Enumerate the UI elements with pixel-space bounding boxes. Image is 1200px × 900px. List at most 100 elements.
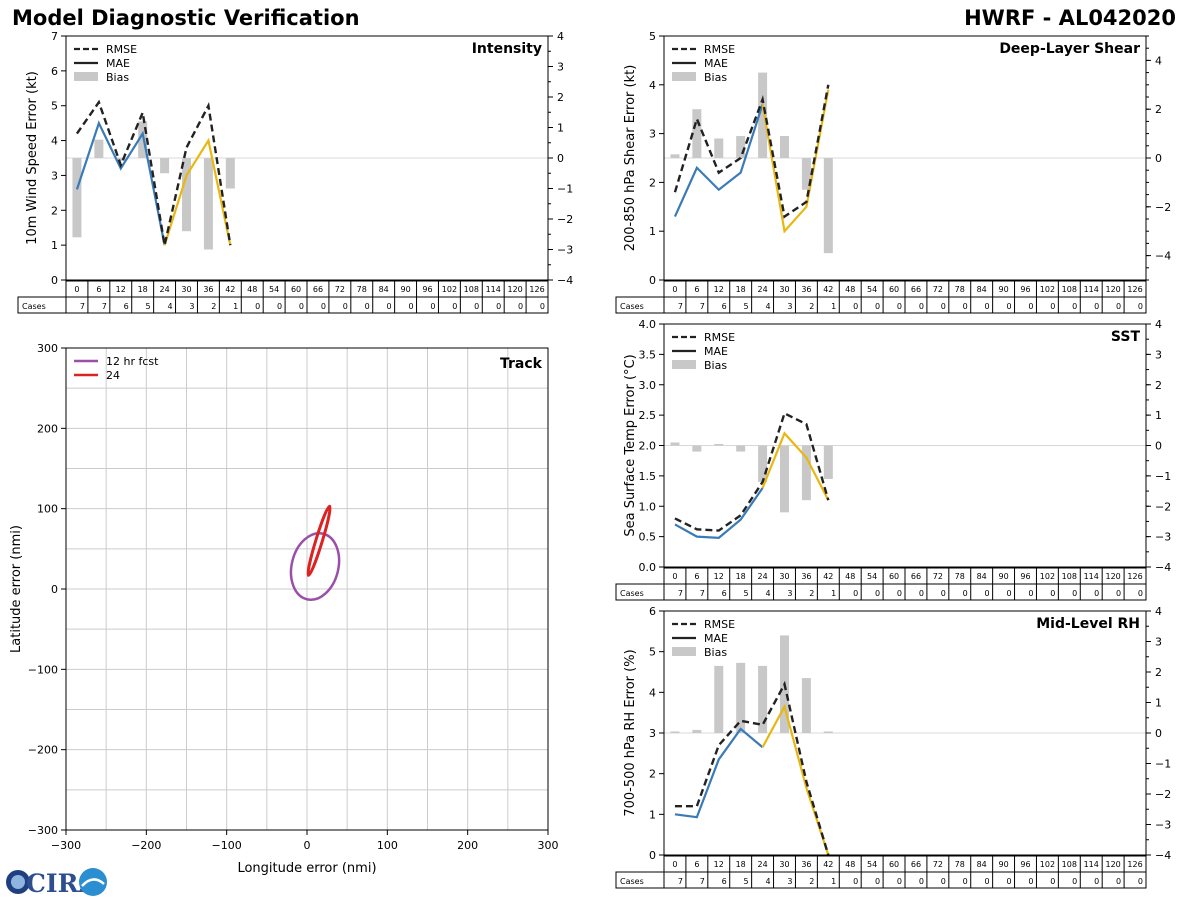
sst-ylabel: Sea Surface Temp Error (°C) — [623, 354, 638, 536]
shear-hour-label: 30 — [779, 285, 789, 294]
sst-case-count: 7 — [678, 589, 683, 598]
rh-cases-row — [615, 871, 1147, 889]
rh-hour-label: 24 — [757, 860, 767, 869]
intensity-legend-bias: Bias — [106, 71, 129, 84]
shear-legend-bias-swatch — [672, 72, 696, 81]
intensity-y2tick-label: 3 — [557, 61, 564, 74]
sst-ytick-label: 3.5 — [639, 348, 657, 361]
rh-hour-label: 30 — [779, 860, 789, 869]
track-xtick-label: −200 — [131, 839, 161, 852]
sst-bias-bar — [670, 442, 680, 446]
shear-ytick-label: 4 — [649, 79, 656, 92]
track-ytick-label: 100 — [37, 503, 58, 516]
intensity-y2tick-label: 0 — [557, 152, 564, 165]
shear-hour-label: 12 — [714, 285, 724, 294]
rh-case-count: 0 — [963, 877, 968, 886]
shear-bias-bar — [801, 158, 811, 190]
shear-case-count: 0 — [941, 302, 946, 311]
sst-hour-label: 42 — [823, 572, 833, 581]
intensity-bias-bar — [160, 158, 170, 174]
rh-y2tick-label: −3 — [1155, 819, 1171, 832]
shear-y2tick-label: 2 — [1155, 103, 1162, 116]
intensity-hour-label: 6 — [96, 285, 101, 294]
sst-case-count: 0 — [875, 589, 880, 598]
rh-hour-label: 54 — [867, 860, 877, 869]
shear-hour-label: 0 — [672, 285, 677, 294]
shear-hour-label: 126 — [1127, 285, 1142, 294]
intensity-case-count: 0 — [255, 302, 260, 311]
rh-hour-label: 96 — [1020, 860, 1030, 869]
shear-case-count: 0 — [897, 302, 902, 311]
sst-case-count: 7 — [700, 589, 705, 598]
sst-y2tick-label: 0 — [1155, 440, 1162, 453]
intensity-ytick-label: 6 — [51, 65, 58, 78]
intensity-bias-bar — [182, 158, 191, 232]
intensity-bias-bar — [203, 158, 213, 250]
rh-case-count: 0 — [919, 877, 924, 886]
sst-case-count: 0 — [985, 589, 990, 598]
intensity-hour-label: 36 — [203, 285, 213, 294]
sst-y2tick-label: 2 — [1155, 379, 1162, 392]
track-xtick-label: −100 — [212, 839, 242, 852]
sst-hour-label: 90 — [998, 572, 1008, 581]
shear-ytick-label: 0 — [649, 274, 656, 287]
intensity-hour-label: 30 — [181, 285, 191, 294]
shear-bias-bar — [692, 109, 702, 158]
intensity-ylabel: 10m Wind Speed Error (kt) — [25, 71, 40, 245]
rh-case-count: 0 — [1072, 877, 1077, 886]
rh-hour-label: 36 — [801, 860, 811, 869]
rh-ytick-label: 2 — [649, 768, 656, 781]
sst-case-count: 0 — [1028, 589, 1033, 598]
rh-bias-bar — [692, 729, 702, 733]
intensity-ytick-label: 4 — [51, 135, 58, 148]
intensity-case-count: 0 — [496, 302, 501, 311]
shear-cases-table: Cases07671261852443033624214805406006607… — [615, 280, 1147, 314]
rh-ytick-label: 6 — [649, 605, 656, 618]
sst-ytick-label: 1.0 — [639, 500, 657, 513]
intensity-hour-label: 108 — [464, 285, 479, 294]
intensity-hour-label: 42 — [225, 285, 235, 294]
intensity-hour-label: 102 — [442, 285, 457, 294]
sst-bias-bar — [736, 445, 746, 452]
rh-y2tick-label: −1 — [1155, 758, 1171, 771]
sst-bias-bar — [823, 445, 833, 479]
shear-case-count: 0 — [875, 302, 880, 311]
intensity-case-count: 3 — [189, 302, 194, 311]
intensity-y2tick-label: −2 — [557, 213, 573, 226]
sst-legend-rmse: RMSE — [704, 331, 735, 344]
intensity-hour-label: 0 — [74, 285, 79, 294]
sst-hour-label: 54 — [867, 572, 877, 581]
intensity-hour-label: 120 — [507, 285, 522, 294]
intensity-hour-label: 78 — [357, 285, 367, 294]
sst-hour-label: 78 — [955, 572, 965, 581]
rh-y2tick-label: 0 — [1155, 727, 1162, 740]
rh-case-count: 0 — [1138, 877, 1143, 886]
intensity-cases-row — [17, 296, 549, 314]
sst-case-count: 0 — [1050, 589, 1055, 598]
intensity-bias-bar — [94, 139, 104, 158]
shear-case-count: 0 — [1050, 302, 1055, 311]
rh-bias-bar — [714, 665, 724, 733]
rh-case-count: 0 — [1116, 877, 1121, 886]
sst-case-count: 2 — [809, 589, 814, 598]
sst-title: SST — [1111, 329, 1141, 345]
intensity-bias-bar — [72, 158, 82, 238]
intensity-case-count: 6 — [124, 302, 129, 311]
intensity-hour-label: 54 — [269, 285, 279, 294]
rh-case-count: 0 — [897, 877, 902, 886]
intensity-title: Intensity — [472, 41, 542, 57]
rh-hour-label: 66 — [911, 860, 921, 869]
rh-hour-label: 6 — [694, 860, 699, 869]
rh-ytick-label: 5 — [649, 646, 656, 659]
shear-cases-row — [615, 296, 1147, 314]
rh-hour-label: 0 — [672, 860, 677, 869]
sst-y2tick-label: 4 — [1155, 318, 1162, 331]
rh-hour-label: 78 — [955, 860, 965, 869]
shear-bias-bar — [714, 138, 724, 158]
shear-case-count: 0 — [919, 302, 924, 311]
sst-ytick-label: 2.5 — [639, 409, 657, 422]
shear-hour-label: 108 — [1062, 285, 1077, 294]
intensity-case-count: 0 — [408, 302, 413, 311]
intensity-mae-line-early — [75, 120, 166, 246]
